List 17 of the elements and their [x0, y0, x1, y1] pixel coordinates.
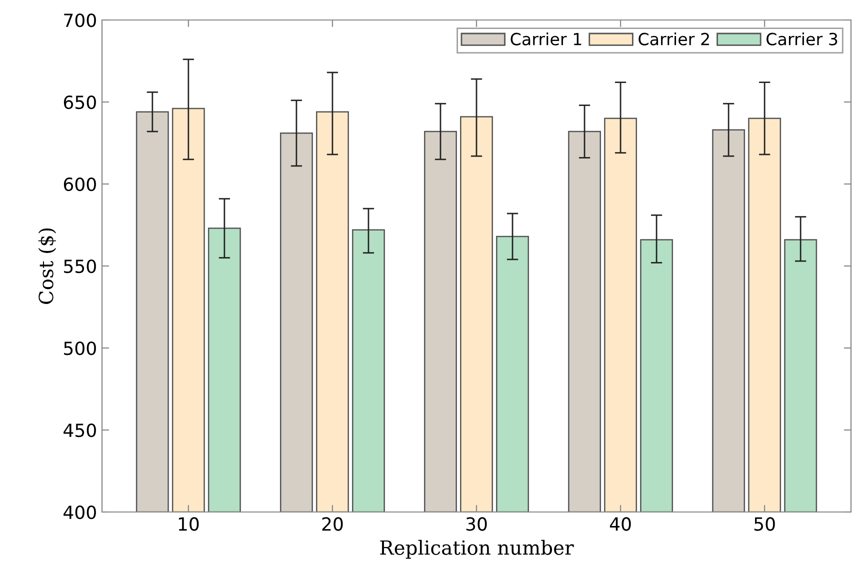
x-tick-label: 20 — [322, 517, 343, 531]
legend-label: Carrier 2 — [638, 32, 709, 46]
y-tick-label: 400 — [64, 505, 96, 520]
x-tick-label: 50 — [754, 517, 775, 531]
x-tick-label: 40 — [610, 517, 631, 531]
x-axis-title: Replication number — [380, 540, 574, 559]
legend-label: Carrier 3 — [766, 32, 838, 46]
y-tick-label: 600 — [64, 177, 96, 192]
y-tick-label: 550 — [64, 259, 96, 274]
y-tick-label: 450 — [64, 423, 96, 438]
y-tick-label: 700 — [64, 13, 96, 28]
y-tick-label: 650 — [64, 95, 96, 110]
legend-label: Carrier 1 — [510, 32, 582, 46]
y-axis-title: Cost ($) — [38, 228, 56, 304]
y-tick-label: 500 — [64, 341, 96, 356]
x-tick-label: 10 — [178, 517, 199, 531]
x-tick-label: 30 — [466, 517, 487, 531]
